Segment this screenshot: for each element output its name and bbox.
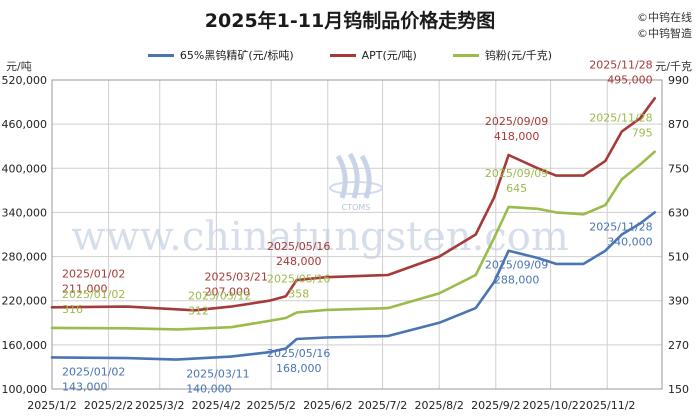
series-line-2: [50, 97, 656, 312]
annotation-date-label: 2025/11/28: [589, 220, 652, 233]
legend: 65%黑钨精矿(元/标吨) APT(元/吨) 钨粉(元/千克): [0, 47, 700, 63]
y-left-tick-label: 460,000: [2, 118, 48, 131]
x-tick-label: 2025/7/2: [358, 399, 407, 412]
y-right-tick-label: 750: [668, 162, 689, 175]
y-right-tick-label: 990: [668, 74, 689, 87]
right-axis-unit: 元/千克: [655, 60, 692, 73]
annotation-value-label: 795: [632, 127, 653, 140]
axes: 100,000 150 160,000 270 220,000 390 280,000 510…: [2, 74, 690, 412]
x-tick-label: 2025/3/2: [135, 399, 184, 412]
annotation-date-label: 2025/09/09: [485, 259, 548, 272]
annotation-value-label: 207,000: [204, 285, 250, 298]
legend-label-series-3: 钨粉(元/千克): [484, 49, 553, 62]
watermark-logo-text: CTOMS: [342, 203, 371, 212]
y-left-tick-label: 340,000: [2, 206, 48, 219]
y-left-tick-label: 220,000: [2, 295, 48, 308]
annotation-date-label: 2025/09/09: [485, 167, 548, 180]
annotation-value-label: 312: [188, 304, 209, 317]
x-tick-label: 2025/10/2: [522, 399, 578, 412]
x-tick-label: 2025/6/2: [303, 399, 352, 412]
y-left-tick-label: 160,000: [2, 339, 48, 352]
y-left-tick-label: 520,000: [2, 74, 48, 87]
annotation-value-label: 645: [506, 182, 527, 195]
annotation-date-label: 2025/11/28: [589, 112, 652, 125]
annotation-value-label: 495,000: [607, 73, 653, 86]
legend-swatch-series-2: [329, 53, 356, 57]
annotation-date-label: 2025/05/16: [267, 240, 330, 253]
copyright-line-2: ©中钨智造: [637, 27, 692, 40]
annotation-date-label: 2025/03/21: [204, 270, 267, 283]
annotation-value-label: 418,000: [494, 130, 540, 143]
legend-item-series-3: 钨粉(元/千克): [452, 47, 553, 63]
series-line-1: [50, 211, 656, 361]
legend-label-series-1: 65%黑钨精矿(元/标吨): [179, 49, 294, 62]
x-tick-label: 2025/11/2: [579, 399, 635, 412]
legend-label-series-2: APT(元/吨): [361, 49, 417, 62]
annotation-value-label: 168,000: [276, 362, 322, 375]
copyright-line-1: ©中钨在线: [637, 11, 692, 24]
annotation-value-label: 140,000: [186, 383, 232, 396]
x-tick-label: 2025/2/2: [84, 399, 133, 412]
chart-title: 2025年1-11月钨制品价格走势图: [204, 10, 496, 32]
x-tick-label: 2025/8/2: [414, 399, 463, 412]
series-line-3: [50, 150, 656, 331]
annotation-value-label: 248,000: [276, 255, 322, 268]
y-left-tick-label: 100,000: [2, 383, 48, 396]
y-right-tick-label: 870: [668, 118, 689, 131]
y-right-tick-label: 510: [668, 251, 689, 264]
annotation-value-label: 211,000: [62, 282, 108, 295]
legend-item-series-1: 65%黑钨精矿(元/标吨): [147, 47, 294, 63]
y-right-tick-label: 390: [668, 295, 689, 308]
legend-item-series-2: APT(元/吨): [329, 47, 417, 63]
x-tick-label: 2025/1/2: [27, 399, 76, 412]
annotation-value-label: 316: [62, 303, 83, 316]
legend-swatch-series-1: [147, 53, 174, 57]
y-right-tick-label: 150: [668, 383, 689, 396]
annotations: 2025/01/02211,0002025/03/21207,0002025/0…: [62, 58, 653, 395]
annotation-date-label: 2025/03/12: [188, 289, 251, 302]
annotation-date-label: 2025/09/09: [485, 115, 548, 128]
legend-swatch-series-3: [452, 53, 479, 57]
x-tick-label: 2025/9/2: [471, 399, 520, 412]
annotation-value-label: 340,000: [607, 235, 653, 248]
x-tick-label: 2025/4/2: [192, 399, 241, 412]
plot-frame: [51, 79, 663, 390]
x-tick-label: 2025/5/2: [246, 399, 295, 412]
series: [50, 97, 656, 361]
annotation-value-label: 288,000: [494, 274, 540, 287]
y-right-tick-label: 630: [668, 206, 689, 219]
annotation-value-label: 358: [288, 287, 309, 300]
left-axis-unit: 元/吨: [6, 60, 32, 73]
annotation-date-label: 2025/11/28: [589, 58, 652, 71]
watermark-logo: CTOMS: [329, 152, 383, 212]
annotation-date-label: 2025/01/02: [62, 288, 125, 301]
annotation-date-label: 2025/05/16: [267, 347, 330, 360]
y-left-tick-label: 400,000: [2, 162, 48, 175]
annotation-date-label: 2025/01/02: [62, 267, 125, 280]
y-right-tick-label: 270: [668, 339, 689, 352]
annotation-date-label: 2025/01/02: [62, 365, 125, 378]
annotation-date-label: 2025/05/16: [267, 272, 330, 285]
annotation-value-label: 143,000: [62, 380, 108, 393]
annotation-date-label: 2025/03/11: [186, 368, 249, 381]
y-left-tick-label: 280,000: [2, 251, 48, 264]
